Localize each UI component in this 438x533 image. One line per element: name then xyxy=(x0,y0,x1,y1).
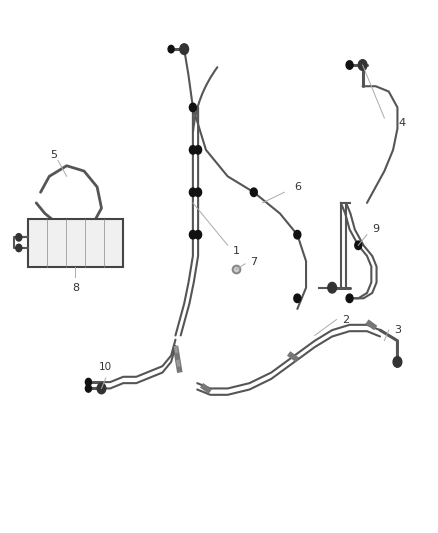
Circle shape xyxy=(16,244,22,252)
Text: 2: 2 xyxy=(342,314,349,325)
Circle shape xyxy=(180,44,188,54)
Circle shape xyxy=(194,230,201,239)
Circle shape xyxy=(358,60,367,70)
Circle shape xyxy=(189,230,196,239)
Circle shape xyxy=(294,294,301,303)
Text: 8: 8 xyxy=(72,282,79,293)
Text: 5: 5 xyxy=(50,150,57,160)
Circle shape xyxy=(346,61,353,69)
Text: 9: 9 xyxy=(372,224,379,235)
Text: 4: 4 xyxy=(398,118,405,128)
Circle shape xyxy=(97,383,106,394)
Text: 7: 7 xyxy=(250,257,258,267)
Circle shape xyxy=(194,188,201,197)
Circle shape xyxy=(16,233,22,241)
Circle shape xyxy=(328,282,336,293)
Circle shape xyxy=(393,357,402,367)
Circle shape xyxy=(85,385,92,392)
Circle shape xyxy=(85,378,92,386)
Circle shape xyxy=(189,103,196,112)
Text: 6: 6 xyxy=(294,182,301,192)
Bar xyxy=(28,219,123,266)
Circle shape xyxy=(189,146,196,154)
Circle shape xyxy=(346,294,353,303)
Circle shape xyxy=(168,45,174,53)
Circle shape xyxy=(194,146,201,154)
Circle shape xyxy=(355,241,362,249)
Text: 10: 10 xyxy=(99,362,113,372)
Text: 1: 1 xyxy=(233,246,240,256)
Circle shape xyxy=(294,230,301,239)
Circle shape xyxy=(189,188,196,197)
Circle shape xyxy=(251,188,257,197)
Text: 3: 3 xyxy=(394,325,401,335)
